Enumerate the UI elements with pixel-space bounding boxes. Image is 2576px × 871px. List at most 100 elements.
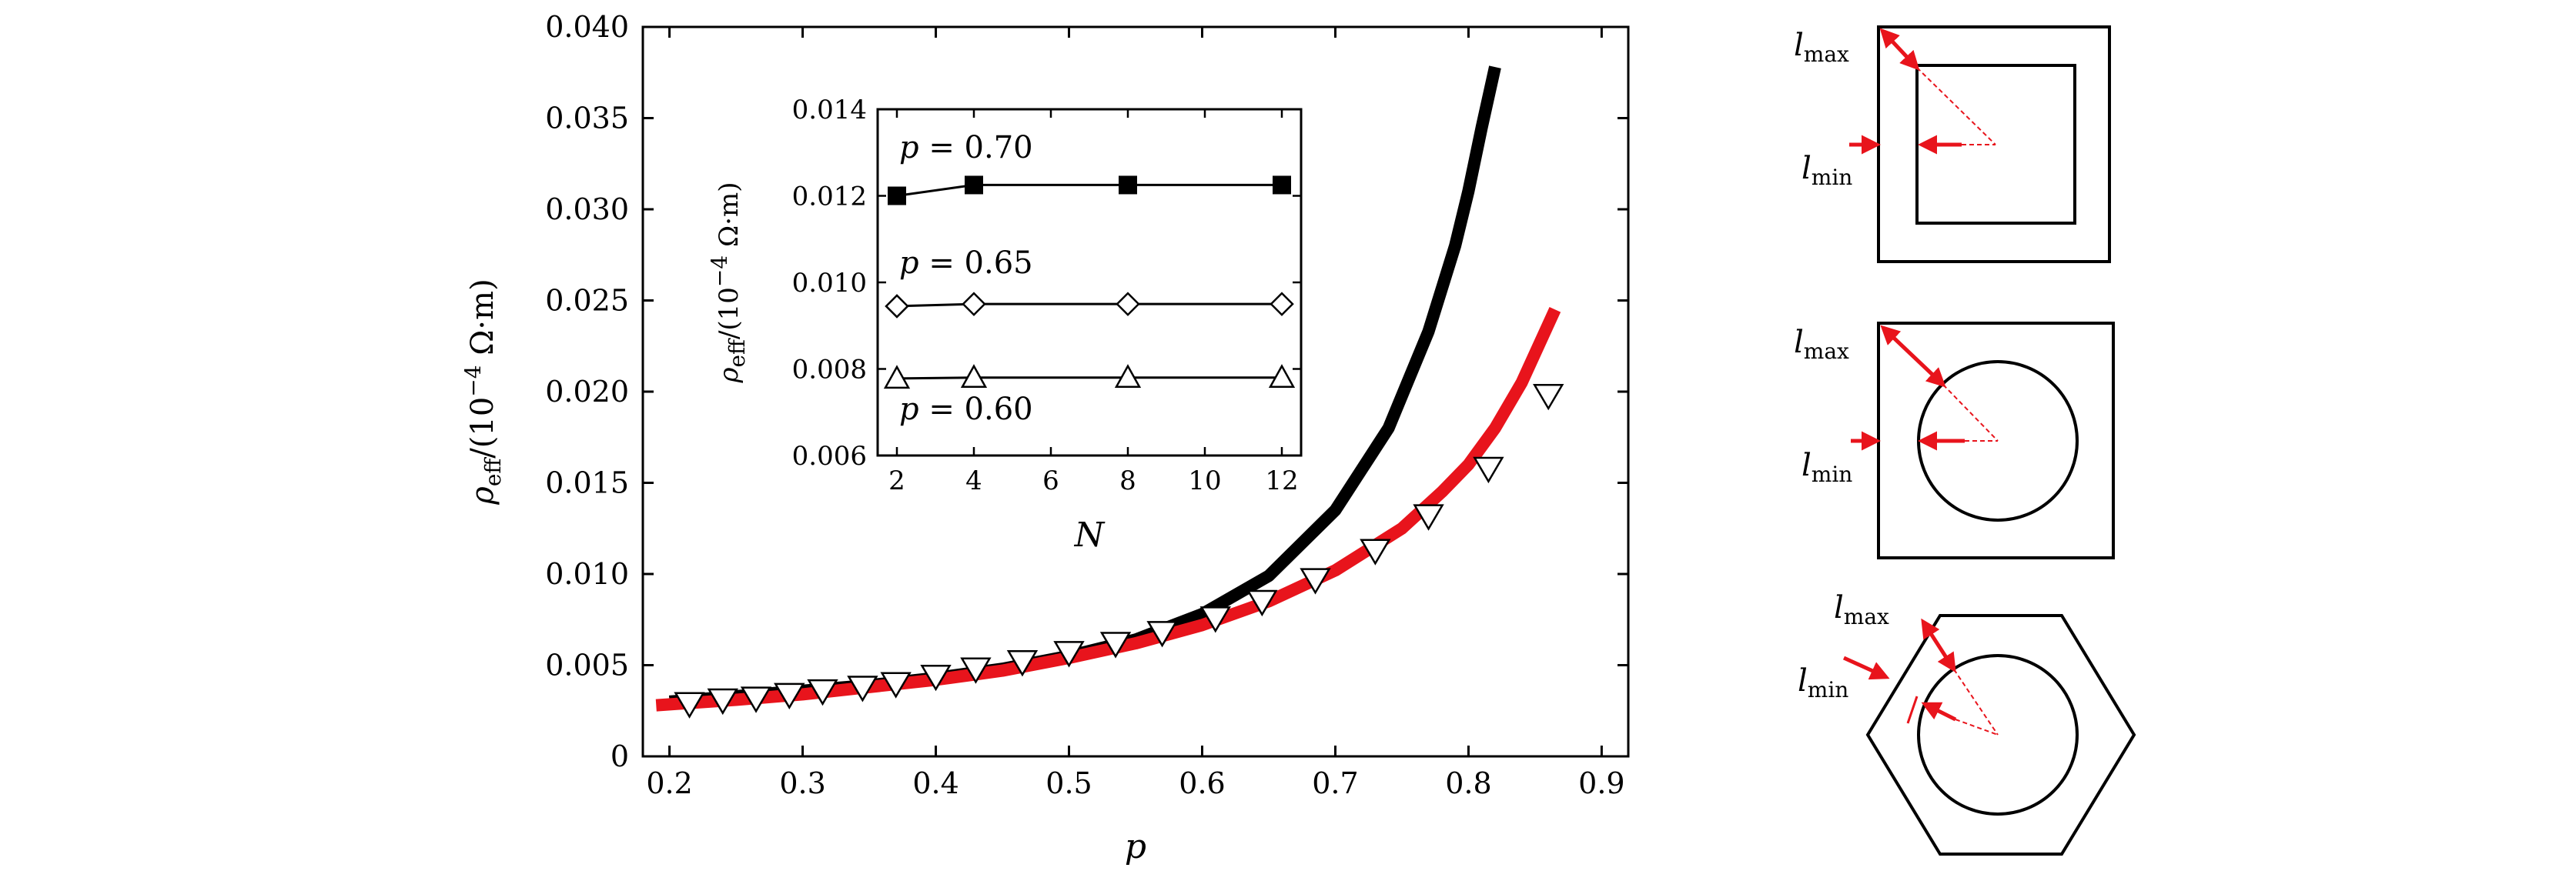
inner-circle-shape (1917, 654, 2079, 816)
inset-x-tick-label: 2 (888, 466, 905, 496)
inset-data-point (1268, 364, 1296, 388)
main-series (655, 65, 1561, 712)
main-data-point (960, 657, 992, 684)
inset-annotation-p065: p = 0.65 (899, 245, 1033, 281)
main-y-tick-label: 0.040 (545, 10, 629, 44)
main-data-point (1300, 568, 1331, 595)
main-data-point (807, 679, 838, 706)
main-data-point (1053, 641, 1085, 668)
inset-series-line-1 (896, 302, 1282, 308)
inset-data-point (885, 294, 909, 319)
main-y-tick-label: 0.010 (545, 557, 629, 591)
main-chart: 0.2 0.3 0.4 0.5 0.6 0.7 0.8 0.9 0 0.005 0.010 0.01… (460, 10, 1630, 866)
radius-dashed-line (1916, 67, 1996, 145)
inset-y-tick-label: 0.010 (792, 268, 867, 299)
inset-data-point (888, 186, 906, 205)
lmin-arrow-right (1921, 702, 1957, 722)
main-x-ticks: 0.2 0.3 0.4 0.5 0.6 0.7 0.8 0.9 (646, 27, 1625, 800)
main-x-axis-label: p (1125, 827, 1146, 866)
lmin-label: lmin (1802, 448, 1852, 487)
inset-data-point (962, 292, 986, 316)
lmin-label: lmin (1798, 663, 1848, 702)
main-y-tick-label: 0.030 (545, 192, 629, 226)
lmax-arrow (1921, 618, 1956, 673)
inset-chart: 2 4 6 8 10 12 0.006 0.008 0.010 0.012 0.014 p = 0… (707, 95, 1303, 555)
main-data-point (1533, 383, 1564, 411)
lmin-label: lmin (1802, 151, 1852, 190)
lmin-arrow-left (1842, 656, 1890, 680)
center-dashed-line (1955, 719, 1999, 736)
inset-data-point (960, 364, 988, 388)
main-y-axis-label: ρeff/(10−4 Ω·m) (460, 279, 506, 505)
main-x-tick-label: 0.6 (1179, 766, 1225, 800)
main-data-point (1099, 632, 1132, 659)
inset-y-tick-label: 0.014 (792, 95, 867, 125)
inset-background (876, 108, 1303, 457)
main-data-point (847, 676, 878, 702)
inset-annotation-p070: p = 0.70 (899, 130, 1033, 165)
main-data-point (1360, 539, 1391, 566)
main-x-tick-label: 0.9 (1578, 766, 1624, 800)
main-x-tick-label: 0.2 (646, 766, 692, 800)
main-data-point (707, 688, 738, 716)
main-y-tick-label: 0.025 (545, 284, 629, 318)
inset-y-axis-label: ρeff/(10−4 Ω·m) (707, 182, 750, 383)
inset-data-point (1116, 292, 1140, 316)
radius-dashed-line (1942, 384, 1999, 442)
inset-x-tick-label: 12 (1265, 466, 1298, 496)
inset-series (883, 175, 1296, 389)
diagram-circle-in-hexagon: lmax lmin (1798, 590, 2136, 856)
inset-data-point (1119, 175, 1137, 195)
main-data-point (920, 664, 952, 692)
inset-y-tick-label: 0.012 (792, 182, 867, 212)
main-y-tick-label: 0.035 (545, 102, 629, 135)
main-x-tick-label: 0.8 (1445, 766, 1491, 800)
inset-x-ticks: 2 4 6 8 10 12 (888, 109, 1299, 496)
main-data-point (1006, 650, 1039, 677)
main-y-tick-label: 0.015 (545, 466, 629, 500)
inset-y-ticks: 0.006 0.008 0.010 0.012 0.014 (792, 95, 1301, 472)
inset-data-point (965, 175, 983, 195)
main-data-point (1473, 456, 1504, 484)
main-data-point (1146, 621, 1178, 648)
lmax-label: lmax (1834, 590, 1889, 629)
lmax-arrow (1879, 28, 1920, 71)
main-data-point (774, 682, 805, 709)
inset-data-point (883, 365, 911, 389)
main-x-tick-label: 0.7 (1312, 766, 1358, 800)
inset-x-tick-label: 8 (1119, 466, 1136, 496)
main-data-point (674, 692, 705, 719)
inset-y-tick-label: 0.008 (792, 355, 867, 385)
inner-square-shape (1915, 64, 2076, 225)
diagram-circle-in-square: lmax lmin (1794, 322, 2115, 559)
inset-data-point (1273, 175, 1291, 195)
outer-hexagon-shape (1865, 614, 2136, 856)
main-y-tick-label: 0 (611, 739, 629, 773)
inset-x-axis-label: N (1074, 516, 1106, 555)
main-y-ticks: 0 0.005 0.010 0.015 0.020 0.025 0.030 0.035 0.04… (545, 10, 1628, 773)
main-data-point (1246, 589, 1278, 617)
main-data-point (740, 686, 772, 713)
lmax-arrow (1880, 325, 1946, 388)
main-y-tick-label: 0.005 (545, 649, 629, 682)
lmin-tick-mark (1906, 696, 1919, 724)
inset-x-tick-label: 6 (1042, 466, 1059, 496)
radius-dashed-line (1953, 669, 1999, 736)
diagram-square-in-square: lmax lmin (1794, 25, 2111, 263)
inset-x-tick-label: 10 (1188, 466, 1221, 496)
main-data-point (1413, 504, 1444, 531)
inset-series-line-2 (896, 376, 1282, 380)
main-markers (674, 383, 1564, 719)
main-x-tick-label: 0.5 (1045, 766, 1092, 800)
lmax-label: lmax (1794, 28, 1849, 67)
inset-annotation-p060: p = 0.60 (899, 392, 1033, 427)
main-x-tick-label: 0.4 (912, 766, 958, 800)
inset-x-tick-label: 4 (965, 466, 982, 496)
main-y-tick-label: 0.020 (545, 375, 629, 409)
inset-data-point (1114, 364, 1142, 388)
main-data-point (1199, 606, 1231, 633)
inset-y-tick-label: 0.006 (792, 441, 867, 472)
main-series-line-1 (655, 306, 1561, 712)
main-x-tick-label: 0.3 (779, 766, 825, 800)
